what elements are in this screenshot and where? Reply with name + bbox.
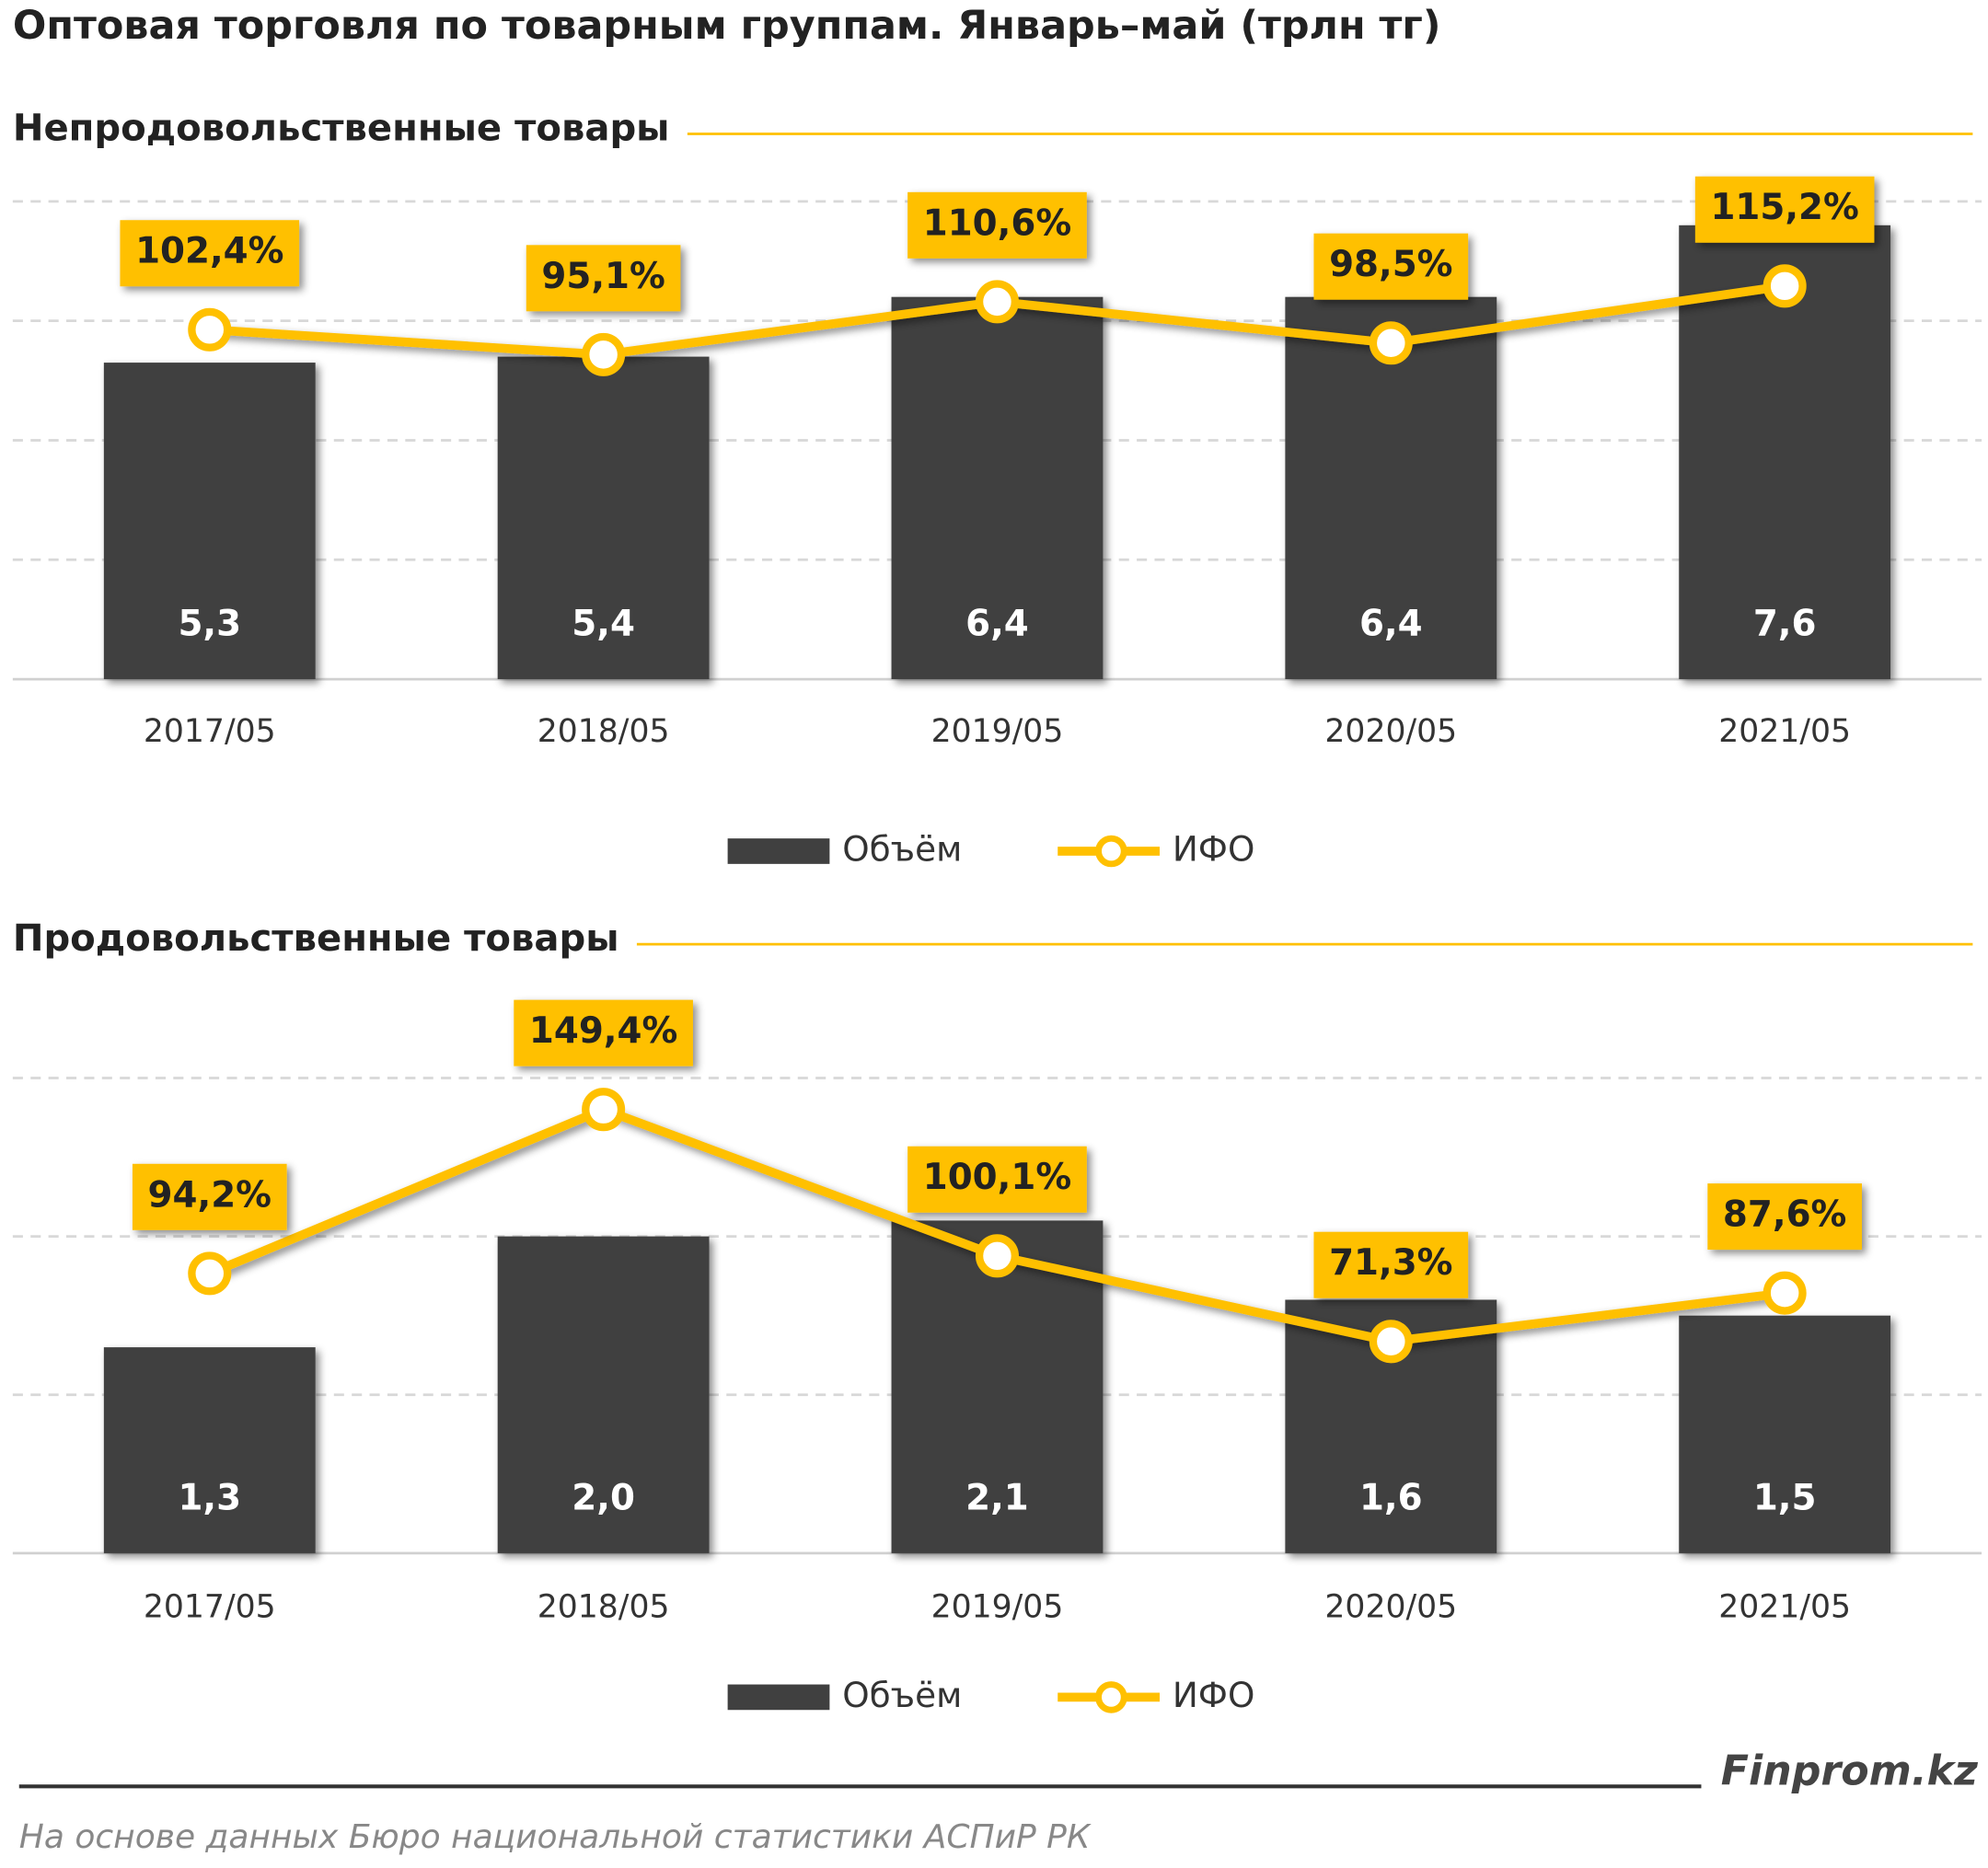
- data-label: 71,3%: [1313, 1231, 1469, 1298]
- legend-swatch: [727, 1684, 830, 1711]
- line-value-label: 71,3%: [1329, 1242, 1452, 1284]
- line-marker: [1369, 321, 1413, 365]
- x-tick-label: 2018/05: [537, 713, 670, 750]
- data-label: 100,1%: [907, 1146, 1087, 1213]
- bar: [103, 363, 316, 680]
- line-value-label: 149,4%: [529, 1010, 677, 1052]
- line-value-label: 95,1%: [541, 256, 665, 297]
- line-value-label: 98,5%: [1329, 244, 1452, 285]
- chart-subtitle: Непродовольственные товары: [13, 107, 670, 149]
- bar: [497, 356, 710, 680]
- legend-label: Объём: [842, 829, 962, 870]
- x-tick-label: 2017/05: [144, 1588, 276, 1625]
- label-box: [907, 1146, 1087, 1213]
- label-box: [907, 191, 1087, 259]
- data-label: 98,5%: [1313, 233, 1469, 300]
- page-title: Оптовая торговля по товарным группам. Ян…: [13, 3, 1441, 49]
- data-label: 102,4%: [120, 220, 300, 287]
- x-tick-label: 2020/05: [1324, 1588, 1457, 1625]
- line-value-label: 87,6%: [1723, 1194, 1846, 1236]
- data-label: 149,4%: [514, 999, 693, 1067]
- legend-swatch: [727, 838, 830, 864]
- bar: [891, 296, 1104, 680]
- x-tick-label: 2021/05: [1718, 1588, 1851, 1625]
- line-marker: [1763, 1271, 1807, 1315]
- data-label: 94,2%: [132, 1163, 287, 1230]
- legend-label: ИФО: [1173, 1675, 1255, 1715]
- label-box: [120, 220, 300, 287]
- label-box: [132, 1163, 287, 1230]
- data-label: 110,6%: [907, 191, 1087, 259]
- line-value-label: 100,1%: [923, 1157, 1071, 1198]
- bar-value-label: 2,1: [965, 1477, 1029, 1518]
- line-value-label: 102,4%: [135, 231, 283, 272]
- data-label: 87,6%: [1707, 1183, 1862, 1251]
- label-box: [1694, 176, 1875, 243]
- line-marker: [582, 332, 626, 376]
- label-box: [514, 999, 693, 1067]
- bar-value-label: 7,6: [1753, 603, 1817, 644]
- label-box: [1313, 233, 1469, 300]
- bar: [103, 1347, 316, 1553]
- bar-value-label: 6,4: [1359, 603, 1423, 644]
- data-label: 95,1%: [526, 245, 681, 312]
- line-marker: [188, 307, 232, 352]
- legend-label: Объём: [842, 1675, 962, 1715]
- line-marker: [1369, 1320, 1413, 1364]
- x-tick-label: 2019/05: [931, 1588, 1064, 1625]
- line-marker: [975, 280, 1019, 324]
- label-box: [1313, 1231, 1469, 1298]
- data-label: 115,2%: [1694, 176, 1875, 243]
- x-tick-label: 2018/05: [537, 1588, 670, 1625]
- label-box: [1707, 1183, 1862, 1251]
- bar: [1679, 1315, 1891, 1553]
- source: На основе данных Бюро национальной стати…: [19, 1818, 1092, 1856]
- bar-value-label: 5,4: [572, 603, 635, 644]
- x-tick-label: 2020/05: [1324, 713, 1457, 750]
- line-marker: [188, 1251, 232, 1296]
- line-value-label: 115,2%: [1710, 187, 1858, 228]
- legend-marker: [1095, 835, 1127, 868]
- line-value-label: 94,2%: [148, 1174, 272, 1216]
- line-marker: [1763, 264, 1807, 308]
- bar-value-label: 1,6: [1359, 1477, 1423, 1518]
- chart-subtitle: Продовольственные товары: [13, 917, 619, 960]
- line-value-label: 110,6%: [923, 202, 1071, 244]
- bar-value-label: 1,3: [178, 1477, 241, 1518]
- bar: [497, 1236, 710, 1553]
- brand: Finprom.kz: [1721, 1747, 1978, 1794]
- line-marker: [582, 1088, 626, 1132]
- legend-label: ИФО: [1173, 829, 1255, 870]
- bar-value-label: 1,5: [1753, 1477, 1817, 1518]
- x-tick-label: 2019/05: [931, 713, 1064, 750]
- x-tick-label: 2021/05: [1718, 713, 1851, 750]
- bar-value-label: 6,4: [965, 603, 1029, 644]
- x-tick-label: 2017/05: [144, 713, 276, 750]
- legend-marker: [1095, 1681, 1127, 1713]
- bar-value-label: 2,0: [572, 1477, 635, 1518]
- label-box: [526, 245, 681, 312]
- bar-value-label: 5,3: [178, 603, 241, 644]
- line-marker: [975, 1234, 1019, 1278]
